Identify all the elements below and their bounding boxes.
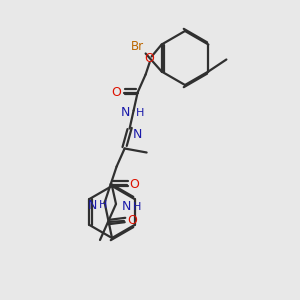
Text: H: H: [133, 202, 141, 212]
Text: O: O: [127, 214, 137, 226]
Text: O: O: [130, 178, 140, 191]
Text: O: O: [112, 86, 122, 99]
Text: H: H: [98, 200, 107, 211]
Text: O: O: [145, 52, 154, 65]
Text: N: N: [133, 128, 142, 141]
Text: N: N: [88, 199, 97, 212]
Text: N: N: [121, 106, 130, 119]
Text: N: N: [121, 200, 131, 212]
Text: Br: Br: [131, 40, 144, 53]
Text: H: H: [135, 109, 144, 118]
